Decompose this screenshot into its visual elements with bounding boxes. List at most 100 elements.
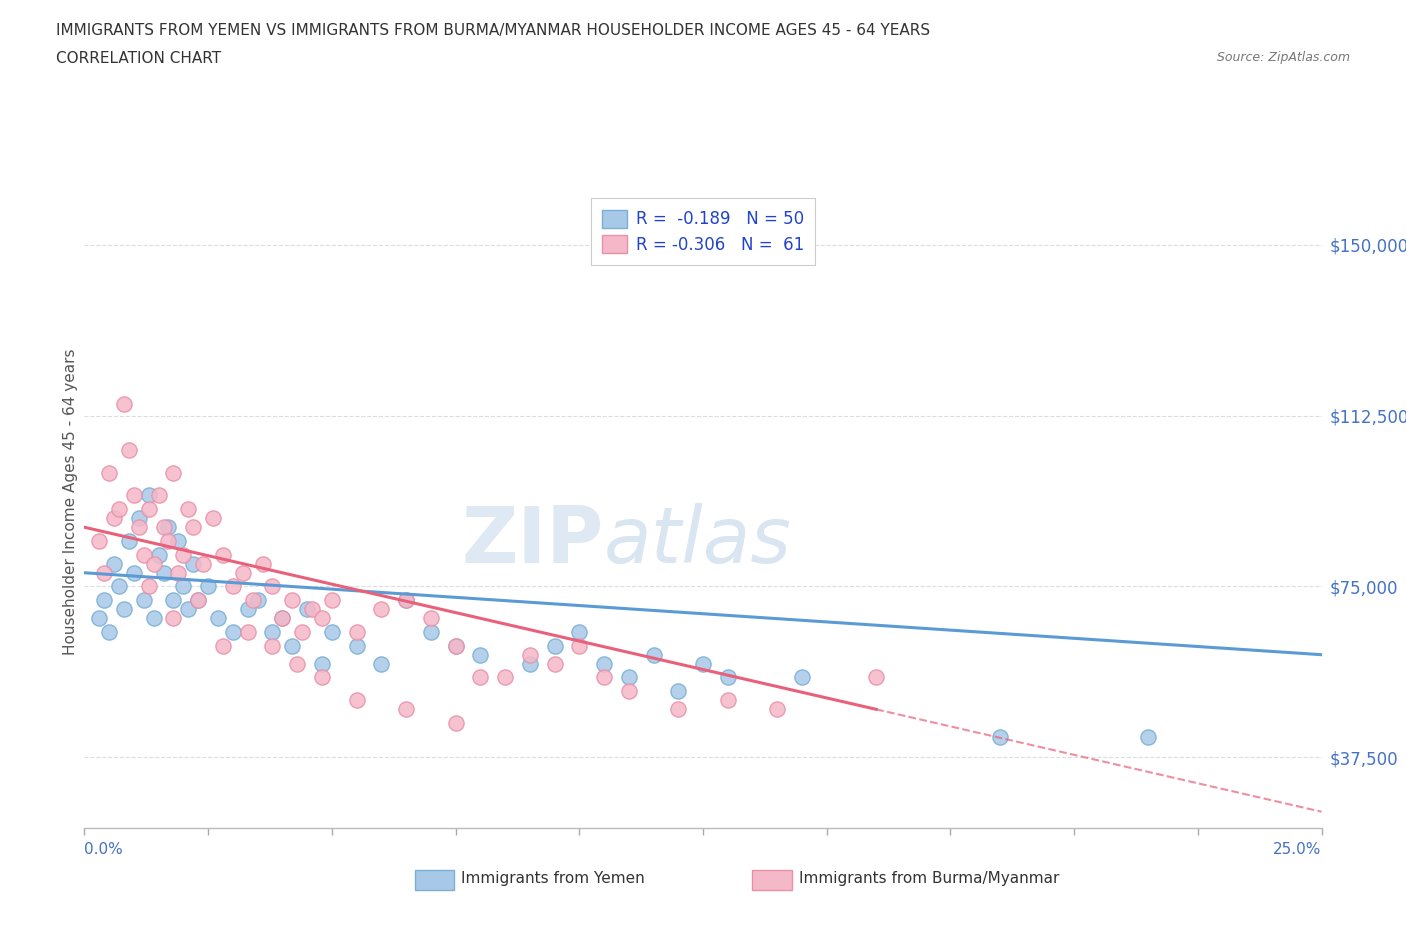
Point: [470, 670, 492, 684]
Point: [138, 501, 160, 516]
Point: [242, 592, 264, 607]
Point: [187, 592, 209, 607]
Point: [370, 602, 392, 617]
Y-axis label: Householder Income Ages 45 - 64 years: Householder Income Ages 45 - 64 years: [63, 349, 77, 656]
Point: [122, 565, 145, 580]
Point: [172, 547, 194, 562]
Point: [177, 602, 200, 617]
Text: Source: ZipAtlas.com: Source: ZipAtlas.com: [1216, 51, 1350, 64]
Text: Immigrants from Burma/Myanmar: Immigrants from Burma/Myanmar: [799, 871, 1059, 886]
Point: [593, 670, 616, 684]
Point: [311, 670, 333, 684]
Text: ZIP: ZIP: [461, 503, 605, 579]
Point: [568, 638, 591, 653]
Point: [236, 625, 259, 640]
Point: [262, 625, 284, 640]
Point: [103, 511, 125, 525]
Point: [346, 625, 368, 640]
Point: [207, 611, 229, 626]
Point: [543, 638, 565, 653]
Point: [108, 501, 131, 516]
Text: 0.0%: 0.0%: [84, 842, 124, 857]
Point: [187, 592, 209, 607]
Point: [494, 670, 516, 684]
Point: [212, 638, 235, 653]
Point: [191, 556, 214, 571]
Point: [321, 625, 343, 640]
Point: [543, 657, 565, 671]
Point: [108, 579, 131, 594]
Point: [717, 693, 740, 708]
Point: [236, 602, 259, 617]
Point: [181, 520, 204, 535]
Point: [148, 488, 170, 503]
Point: [172, 579, 194, 594]
Point: [271, 611, 294, 626]
Point: [444, 638, 467, 653]
Point: [346, 638, 368, 653]
Point: [138, 488, 160, 503]
Point: [93, 592, 115, 607]
Point: [162, 611, 184, 626]
Point: [222, 625, 245, 640]
Text: 25.0%: 25.0%: [1274, 842, 1322, 857]
Point: [202, 511, 225, 525]
Point: [865, 670, 887, 684]
Legend: R =  -0.189   N = 50, R = -0.306   N =  61: R = -0.189 N = 50, R = -0.306 N = 61: [591, 198, 815, 265]
Point: [593, 657, 616, 671]
Point: [103, 556, 125, 571]
Point: [568, 625, 591, 640]
Point: [281, 592, 304, 607]
Point: [1137, 729, 1160, 744]
Point: [118, 534, 141, 549]
Point: [395, 592, 418, 607]
Point: [281, 638, 304, 653]
Point: [643, 647, 665, 662]
Point: [291, 625, 314, 640]
Point: [112, 397, 135, 412]
Point: [419, 625, 441, 640]
Point: [162, 592, 184, 607]
Point: [617, 684, 640, 698]
Point: [311, 611, 333, 626]
Point: [717, 670, 740, 684]
Point: [138, 579, 160, 594]
Point: [232, 565, 254, 580]
Point: [181, 556, 204, 571]
Point: [122, 488, 145, 503]
Point: [98, 625, 121, 640]
Point: [419, 611, 441, 626]
Text: IMMIGRANTS FROM YEMEN VS IMMIGRANTS FROM BURMA/MYANMAR HOUSEHOLDER INCOME AGES 4: IMMIGRANTS FROM YEMEN VS IMMIGRANTS FROM…: [56, 23, 931, 38]
Point: [152, 520, 174, 535]
Point: [617, 670, 640, 684]
Point: [148, 547, 170, 562]
Point: [157, 520, 180, 535]
Point: [89, 534, 111, 549]
Point: [89, 611, 111, 626]
Point: [128, 520, 150, 535]
Point: [444, 638, 467, 653]
Point: [470, 647, 492, 662]
Point: [98, 465, 121, 480]
Point: [157, 534, 180, 549]
Point: [692, 657, 714, 671]
Point: [301, 602, 323, 617]
Point: [395, 592, 418, 607]
Point: [311, 657, 333, 671]
Point: [666, 702, 689, 717]
Point: [177, 501, 200, 516]
Point: [128, 511, 150, 525]
Point: [212, 547, 235, 562]
Point: [132, 592, 155, 607]
Point: [988, 729, 1011, 744]
Point: [766, 702, 789, 717]
Point: [222, 579, 245, 594]
Point: [271, 611, 294, 626]
Point: [395, 702, 418, 717]
Point: [666, 684, 689, 698]
Point: [142, 611, 165, 626]
Text: CORRELATION CHART: CORRELATION CHART: [56, 51, 221, 66]
Point: [346, 693, 368, 708]
Point: [370, 657, 392, 671]
Point: [118, 443, 141, 458]
